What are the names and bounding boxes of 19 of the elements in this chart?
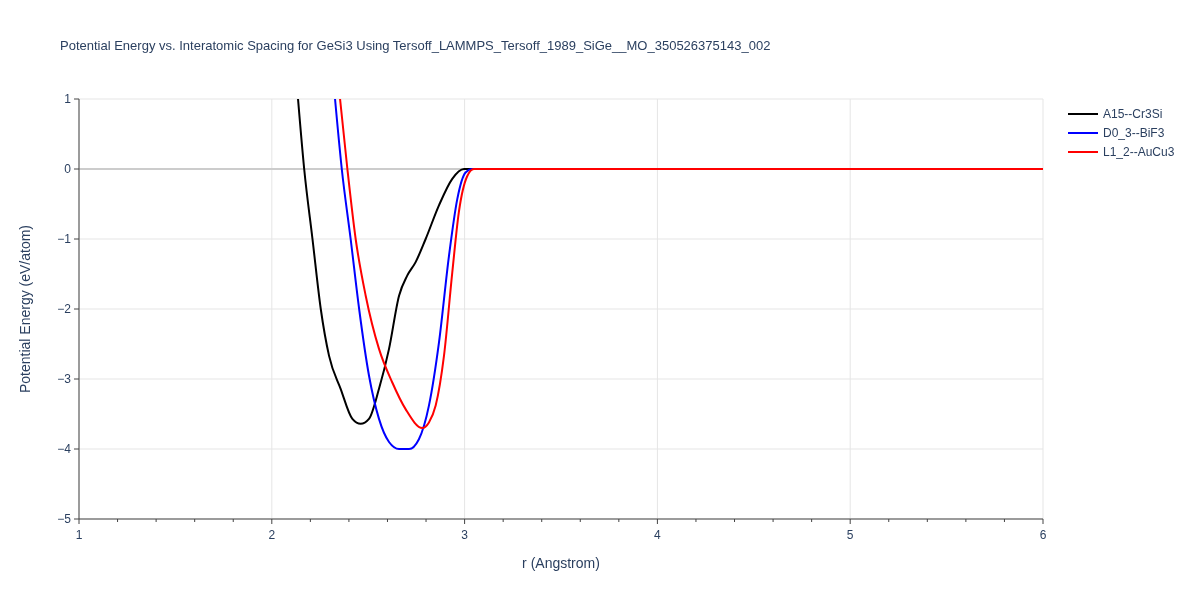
y-tick-label: −5 (57, 512, 72, 526)
legend-label: A15--Cr3Si (1103, 107, 1163, 121)
x-tick-label: 1 (75, 528, 83, 542)
x-tick-label: 3 (461, 528, 469, 542)
y-tick-label: −2 (57, 302, 72, 316)
x-tick-label: 5 (846, 528, 854, 542)
y-tick-label: −3 (57, 372, 72, 386)
chart-title: Potential Energy vs. Interatomic Spacing for GeSi3 Using Tersoff_LAMMPS_Tersoff_1989_SiGe__MO_350526375143_002 (60, 38, 771, 53)
legend-label: L1_2--AuCu3 (1103, 145, 1175, 159)
y-tick-label: 1 (64, 92, 72, 106)
y-tick-label: 0 (64, 162, 72, 176)
x-axis-title: r (Angstrom) (522, 555, 600, 571)
x-tick-label: 4 (654, 528, 662, 542)
x-tick-label: 6 (1039, 528, 1047, 542)
legend-label: D0_3--BiF3 (1103, 126, 1165, 140)
y-axis-title: Potential Energy (eV/atom) (17, 224, 33, 394)
x-tick-label: 2 (268, 528, 276, 542)
y-tick-label: −4 (57, 442, 72, 456)
y-tick-label: −1 (57, 232, 72, 246)
